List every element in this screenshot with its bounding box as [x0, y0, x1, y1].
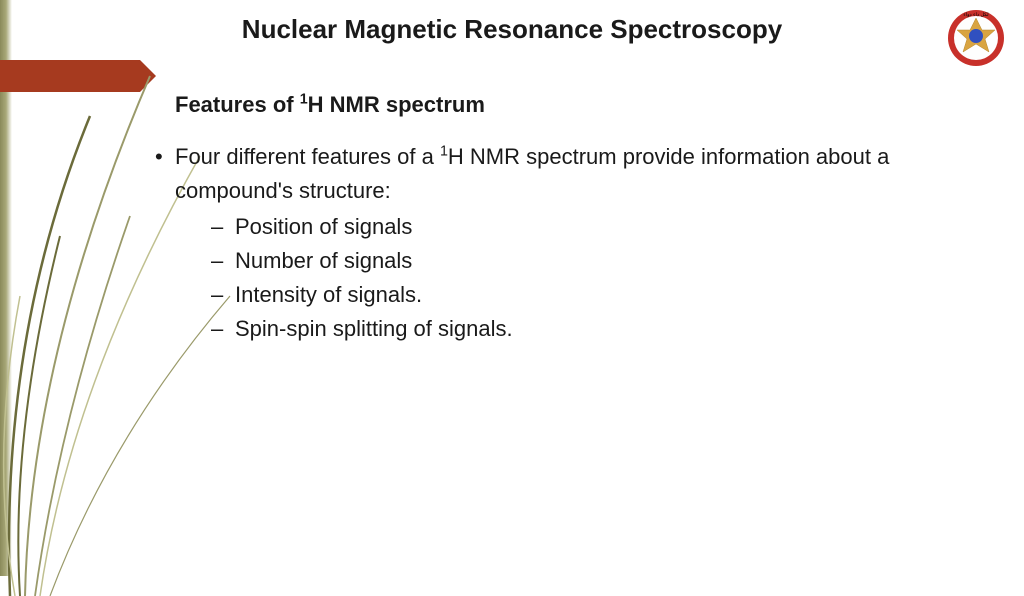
list-item-text: Intensity of signals.	[235, 278, 422, 312]
dash-mark: –	[211, 210, 235, 244]
slide-title: Nuclear Magnetic Resonance Spectroscopy	[0, 14, 1024, 45]
subtitle-suffix: H NMR spectrum	[308, 92, 485, 117]
slide-subtitle: Features of 1H NMR spectrum	[175, 92, 485, 118]
dash-mark: –	[211, 244, 235, 278]
intro-sup: 1	[440, 144, 448, 160]
list-item: – Intensity of signals.	[211, 278, 964, 312]
bullet-mark: •	[155, 140, 175, 208]
dash-mark: –	[211, 278, 235, 312]
subtitle-sup: 1	[300, 92, 308, 108]
intro-text: Four different features of a 1H NMR spec…	[175, 140, 964, 208]
list-item: – Number of signals	[211, 244, 964, 278]
list-item: – Spin-spin splitting of signals.	[211, 312, 964, 346]
accent-bar	[0, 60, 140, 92]
accent-arrow	[140, 60, 156, 92]
feature-list: – Position of signals – Number of signal…	[211, 210, 964, 346]
list-item-text: Spin-spin splitting of signals.	[235, 312, 513, 346]
list-item: – Position of signals	[211, 210, 964, 244]
intro-bullet: • Four different features of a 1H NMR sp…	[155, 140, 964, 208]
intro-prefix: Four different features of a	[175, 144, 440, 169]
dash-mark: –	[211, 312, 235, 346]
subtitle-prefix: Features of	[175, 92, 300, 117]
slide-content: • Four different features of a 1H NMR sp…	[155, 140, 964, 347]
list-item-text: Number of signals	[235, 244, 412, 278]
list-item-text: Position of signals	[235, 210, 412, 244]
